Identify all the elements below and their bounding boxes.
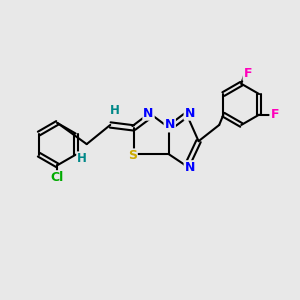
Text: S: S (128, 149, 137, 162)
Text: F: F (271, 108, 279, 121)
Text: F: F (244, 67, 252, 80)
Text: N: N (164, 118, 175, 131)
Text: N: N (184, 161, 195, 174)
Text: N: N (184, 107, 195, 120)
Text: Cl: Cl (51, 171, 64, 184)
Text: N: N (143, 107, 154, 120)
Text: H: H (110, 104, 120, 117)
Text: H: H (77, 152, 87, 165)
